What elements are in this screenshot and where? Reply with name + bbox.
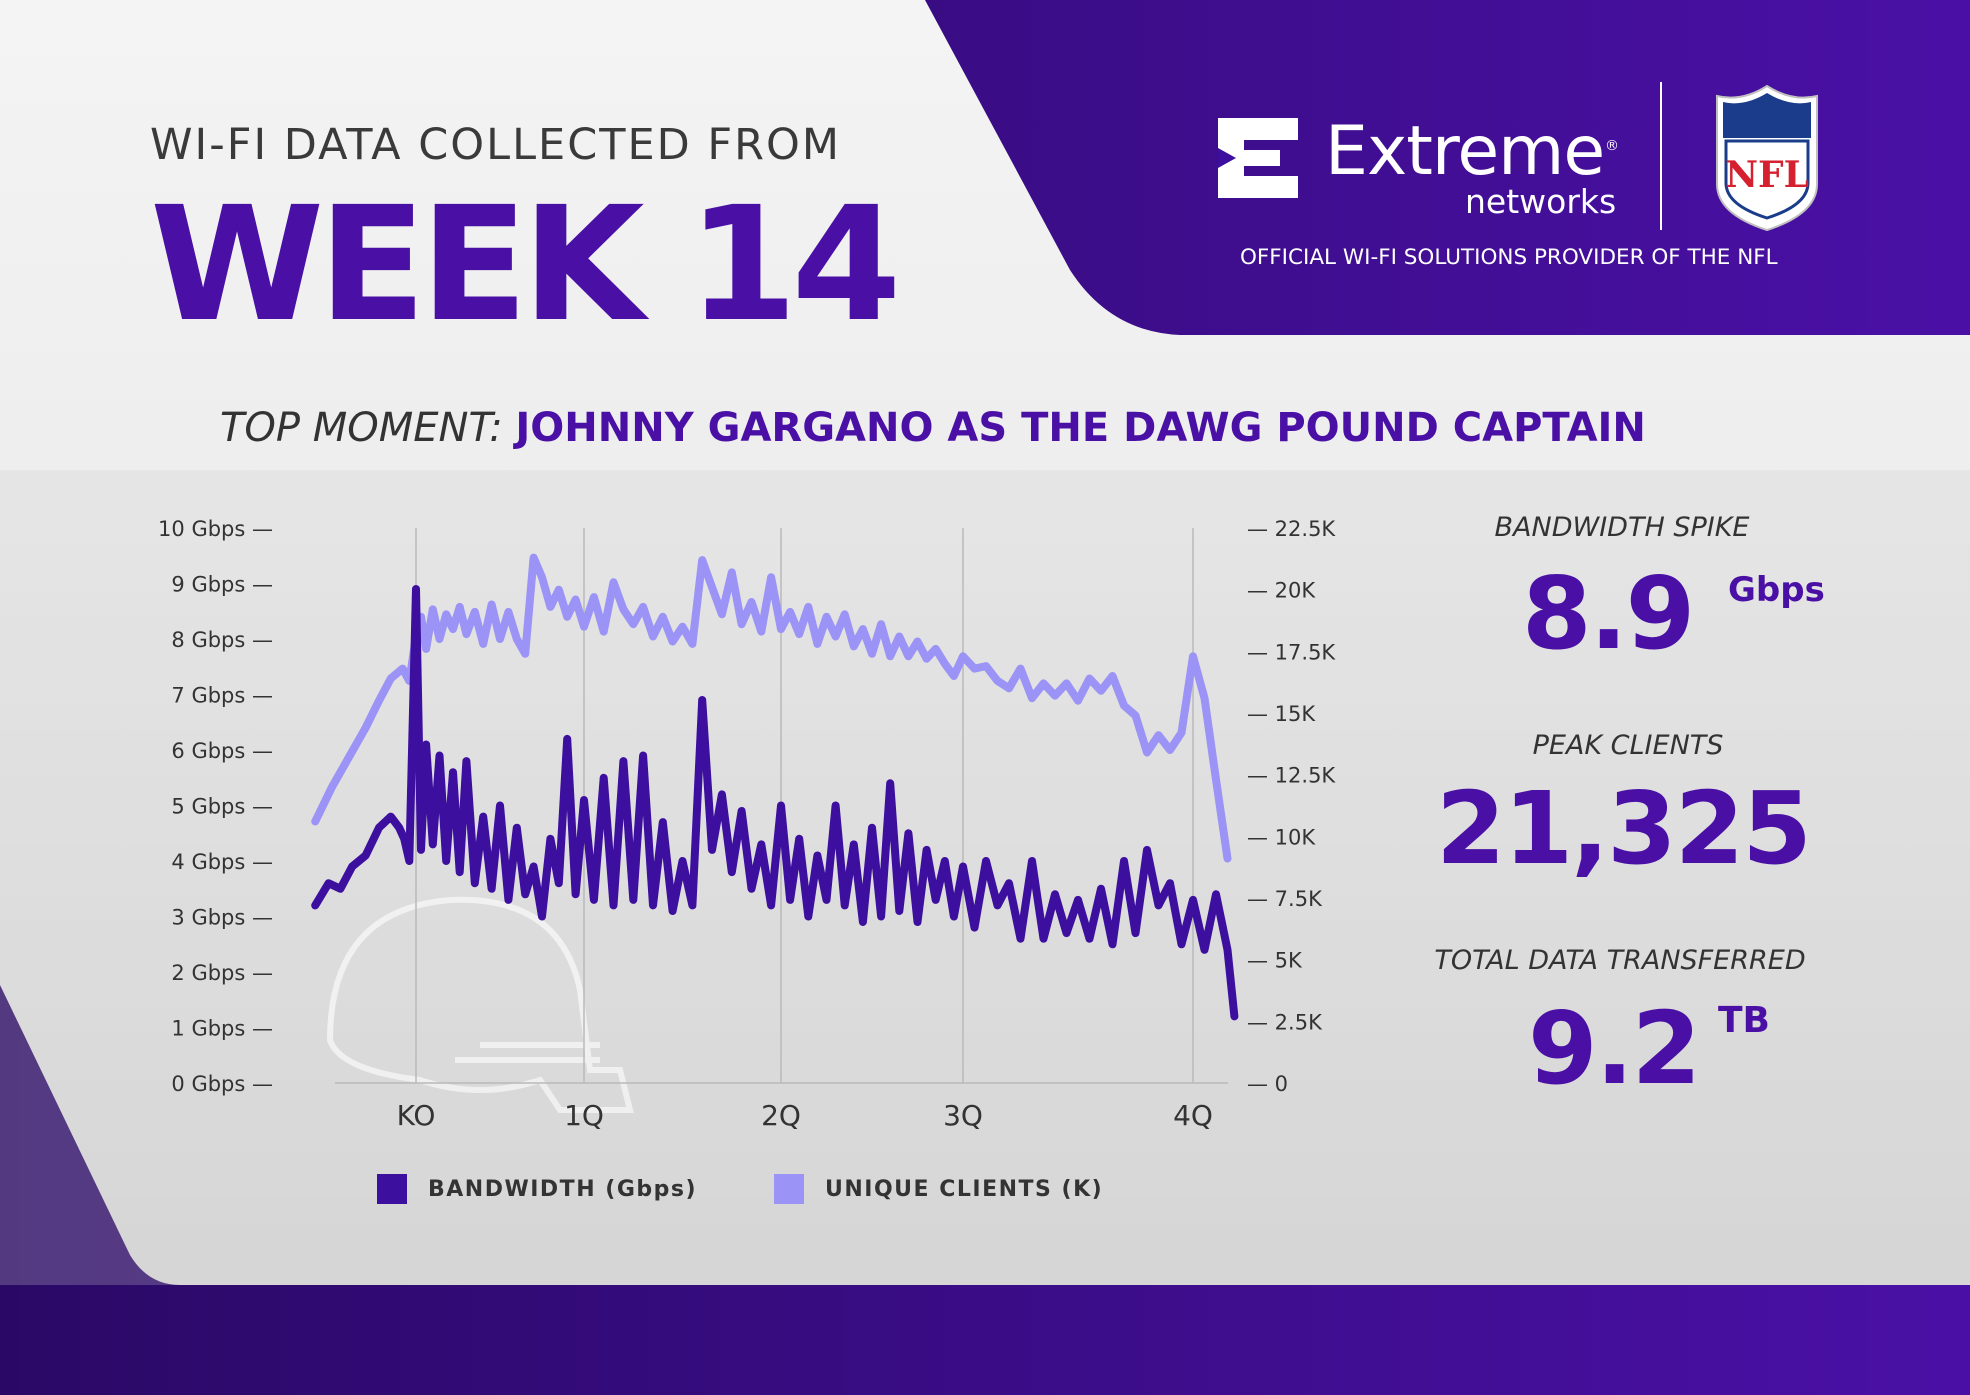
brand-registered-mark: ® bbox=[1605, 138, 1619, 154]
week-heading: WEEK 14 bbox=[150, 173, 901, 357]
total-data-unit: TB bbox=[1718, 1000, 1770, 1041]
x-tick-label: KO bbox=[397, 1099, 436, 1132]
y-right-tick-label: — 0 bbox=[1247, 1072, 1288, 1096]
y-right-tick-label: — 5K bbox=[1247, 949, 1303, 973]
extreme-logo-icon bbox=[1218, 118, 1298, 198]
peak-clients-value: 21,325 bbox=[1436, 770, 1812, 887]
x-tick-label: 1Q bbox=[564, 1099, 604, 1132]
y-left-tick-label: 8 Gbps — bbox=[171, 628, 273, 652]
top-moment-text: JOHNNY GARGANO AS THE DAWG POUND CAPTAIN bbox=[515, 405, 1646, 451]
series-line-bandwidth bbox=[311, 585, 1239, 1021]
y-right-tick-label: — 7.5K bbox=[1247, 887, 1323, 911]
intro-heading: WI-FI DATA COLLECTED FROM bbox=[150, 120, 841, 170]
y-right-tick-label: — 2.5K bbox=[1247, 1010, 1323, 1034]
y-right-tick-label: — 22.5K bbox=[1247, 517, 1336, 541]
x-tick-label: 4Q bbox=[1173, 1099, 1213, 1132]
legend-label-clients: UNIQUE CLIENTS (K) bbox=[825, 1177, 1104, 1202]
tagline: OFFICIAL WI-FI SOLUTIONS PROVIDER OF THE… bbox=[1240, 245, 1778, 270]
y-right-tick-label: — 17.5K bbox=[1247, 640, 1336, 664]
y-left-tick-label: 1 Gbps — bbox=[171, 1017, 273, 1041]
y-left-tick-label: 5 Gbps — bbox=[171, 795, 273, 819]
top-moment-label: TOP MOMENT: bbox=[220, 405, 503, 451]
bandwidth-spike-value: 8.9 bbox=[1522, 555, 1695, 672]
y-right-tick-label: — 10K bbox=[1247, 825, 1316, 849]
y-left-tick-label: 0 Gbps — bbox=[171, 1072, 273, 1096]
y-left-tick-label: 6 Gbps — bbox=[171, 739, 273, 763]
y-left-tick-label: 2 Gbps — bbox=[171, 961, 273, 985]
y-left-tick-label: 3 Gbps — bbox=[171, 906, 273, 930]
total-data-value: 9.2 bbox=[1528, 990, 1701, 1107]
x-tick-label: 2Q bbox=[761, 1099, 801, 1132]
y-left-tick-label: 4 Gbps — bbox=[171, 850, 273, 874]
brand-subname: networks bbox=[1465, 182, 1617, 221]
brand-name: Extreme bbox=[1325, 112, 1605, 191]
series-line-clients bbox=[311, 553, 1232, 863]
brand-divider bbox=[1660, 82, 1662, 230]
y-left-tick-label: 9 Gbps — bbox=[171, 573, 273, 597]
y-left-tick-label: 7 Gbps — bbox=[171, 684, 273, 708]
y-left-tick-label: 10 Gbps — bbox=[158, 517, 273, 541]
y-right-tick-label: — 15K bbox=[1247, 702, 1316, 726]
y-right-tick-label: — 12.5K bbox=[1247, 764, 1336, 788]
total-data-label: TOTAL DATA TRANSFERRED bbox=[1434, 945, 1806, 976]
bandwidth-spike-label: BANDWIDTH SPIKE bbox=[1494, 512, 1750, 543]
nfl-shield-logo: NFL bbox=[1716, 84, 1818, 232]
top-moment: TOP MOMENT: JOHNNY GARGANO AS THE DAWG P… bbox=[220, 405, 1740, 451]
legend-swatch-bandwidth bbox=[377, 1174, 407, 1204]
peak-clients-label: PEAK CLIENTS bbox=[1532, 730, 1724, 761]
y-right-tick-label: — 20K bbox=[1247, 579, 1316, 603]
bandwidth-spike-unit: Gbps bbox=[1728, 570, 1825, 610]
legend-swatch-clients bbox=[774, 1174, 804, 1204]
x-tick-label: 3Q bbox=[943, 1099, 983, 1132]
legend-label-bandwidth: BANDWIDTH (Gbps) bbox=[428, 1177, 698, 1202]
nfl-logo-text: NFL bbox=[1725, 154, 1809, 196]
helmet-watermark bbox=[326, 896, 634, 1113]
